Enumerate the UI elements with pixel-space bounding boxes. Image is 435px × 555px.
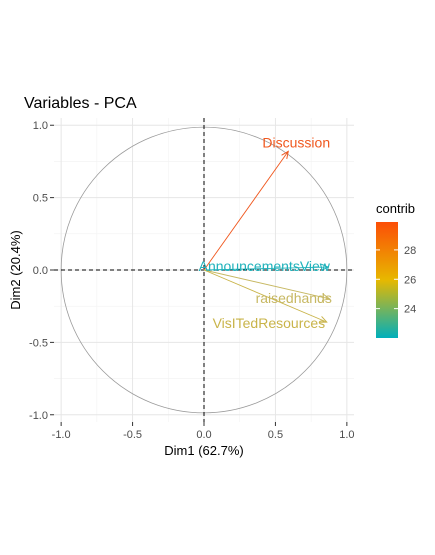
y-tick-label: -0.5 (29, 337, 48, 349)
arrow-raisedhands (203, 269, 330, 299)
chart-title: Variables - PCA (24, 95, 137, 112)
y-tick-label: 0.5 (33, 193, 48, 205)
y-tick-label: -1.0 (29, 410, 48, 422)
x-tick-label: 0.5 (268, 429, 283, 441)
x-tick-label: -0.5 (123, 429, 142, 441)
legend-tick-label: 28 (404, 245, 416, 257)
legend-tick-label: 26 (404, 274, 416, 286)
x-axis-label: Dim1 (62.7%) (164, 443, 243, 458)
x-tick-label: 0.0 (196, 429, 211, 441)
y-tick-label: 0.0 (33, 265, 48, 277)
arrow-announcementsview (203, 267, 328, 270)
x-tick-label: -1.0 (52, 429, 71, 441)
legend-ticks: 24 26 28 (376, 245, 416, 316)
variable-label-announcementsview: AnnouncementsView (199, 258, 331, 274)
legend-title: contrib (376, 201, 415, 216)
y-tick-label: 1.0 (33, 120, 48, 132)
variable-arrows (203, 151, 330, 322)
arrow-discussion (203, 151, 288, 271)
arrow-visitedresources (203, 269, 327, 322)
variable-label-discussion: Discussion (262, 134, 330, 150)
variable-label-raisedhands: raisedhands (256, 290, 332, 306)
variable-label-visitedresources: VisITedResources (213, 315, 326, 331)
contrib-legend: contrib 24 26 28 (376, 201, 416, 338)
variable-labels: Discussion AnnouncementsView raisedhands Vi… (199, 134, 332, 331)
x-tick-label: 1.0 (339, 429, 354, 441)
legend-tick-label: 24 (404, 304, 416, 316)
y-axis-label: Dim2 (20.4%) (8, 230, 23, 309)
legend-colorbar (376, 222, 398, 338)
x-axis-ticks: -1.0 -0.5 0.0 0.5 1.0 (52, 422, 355, 441)
y-axis-ticks: -1.0 -0.5 0.0 0.5 1.0 (29, 120, 54, 422)
